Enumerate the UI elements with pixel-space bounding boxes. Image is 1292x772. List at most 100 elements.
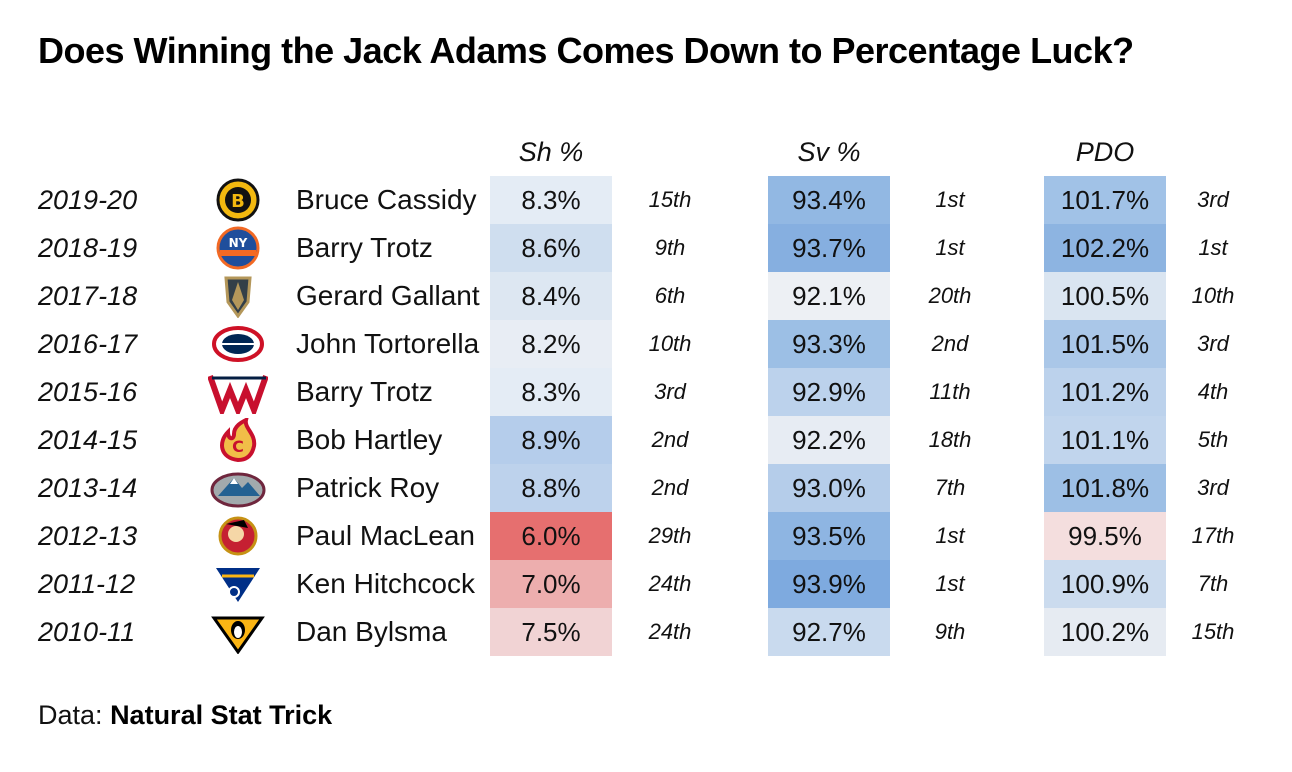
capitals-logo-icon	[208, 375, 268, 414]
sv-pct-cell: 93.9%	[768, 560, 890, 608]
pdo-cell: 100.2%	[1044, 608, 1166, 656]
coach-name: Patrick Roy	[296, 472, 440, 503]
pdo-cell: 101.2%	[1044, 368, 1166, 416]
sh-pct-cell: 8.8%	[490, 464, 612, 512]
season-label: 2014-15	[38, 425, 138, 455]
column-header-sh: Sh %	[518, 137, 584, 167]
source-prefix: Data:	[38, 700, 103, 730]
table-row: 2018-19 NY Barry Trotz 8.6% 9th 93.7% 1st 102.2…	[0, 224, 1292, 272]
coach-name: Gerard Gallant	[296, 280, 480, 311]
table-row: 2015-16 Barry Trotz 8.3% 3rd 92.9% 11th 101.2%…	[0, 368, 1292, 416]
flames-logo-icon: C	[220, 418, 257, 462]
islanders-logo-icon: NY	[216, 226, 260, 270]
sv-rank: 11th	[929, 379, 971, 404]
sh-rank: 3rd	[654, 379, 686, 404]
sv-pct-cell: 93.4%	[768, 176, 890, 224]
svg-text:B: B	[231, 191, 245, 212]
season-label: 2017-18	[38, 281, 138, 311]
season-label: 2011-12	[38, 569, 136, 599]
sh-rank: 6th	[654, 283, 686, 308]
coach-name: Dan Bylsma	[296, 616, 447, 647]
sv-rank: 20th	[928, 283, 972, 308]
data-source: Data: Natural Stat Trick	[38, 700, 332, 731]
sh-pct-cell: 8.9%	[490, 416, 612, 464]
blues-logo-icon	[216, 568, 260, 602]
chart-title: Does Winning the Jack Adams Comes Down t…	[38, 30, 1134, 71]
pdo-rank: 7th	[1197, 571, 1229, 596]
season-label: 2019-20	[38, 185, 138, 215]
table-row: 2010-11 Dan Bylsma 7.5% 24th 92.7% 9th 100.2% 1…	[0, 608, 1292, 656]
season-label: 2013-14	[38, 473, 138, 503]
sv-pct-cell: 92.1%	[768, 272, 890, 320]
sh-pct-cell: 8.4%	[490, 272, 612, 320]
source-name: Natural Stat Trick	[110, 700, 333, 730]
table-row: 2014-15 C Bob Hartley 8.9% 2nd 92.2% 18th 101.1…	[0, 416, 1292, 464]
pdo-rank: 17th	[1191, 523, 1235, 548]
sh-pct-cell: 7.5%	[490, 608, 612, 656]
sv-rank: 1st	[935, 235, 965, 260]
pdo-cell: 99.5%	[1044, 512, 1166, 560]
sv-rank: 9th	[934, 619, 966, 644]
season-label: 2010-11	[38, 617, 136, 647]
table-row: 2016-17 John Tortorella 8.2% 10th 93.3% 2nd 10…	[0, 320, 1292, 368]
table-row: 2019-20 B Bruce Cassidy 8.3% 15th 93.4% 1st 101…	[0, 176, 1292, 224]
pdo-cell: 102.2%	[1044, 224, 1166, 272]
sv-pct-cell: 93.5%	[768, 512, 890, 560]
sv-rank: 18th	[928, 427, 972, 452]
svg-text:C: C	[232, 437, 244, 456]
sh-rank: 9th	[654, 235, 686, 260]
avalanche-logo-icon	[210, 472, 266, 508]
pdo-cell: 101.8%	[1044, 464, 1166, 512]
sh-rank: 24th	[648, 619, 692, 644]
pdo-rank: 3rd	[1197, 475, 1229, 500]
pdo-cell: 100.5%	[1044, 272, 1166, 320]
season-label: 2015-16	[38, 377, 138, 407]
bruins-logo-icon: B	[216, 178, 260, 222]
sh-pct-cell: 7.0%	[490, 560, 612, 608]
season-label: 2016-17	[38, 329, 138, 359]
sh-pct-cell: 6.0%	[490, 512, 612, 560]
coach-name: Barry Trotz	[296, 376, 433, 407]
sh-pct-cell: 8.6%	[490, 224, 612, 272]
sh-pct-cell: 8.3%	[490, 368, 612, 416]
pdo-rank: 1st	[1198, 235, 1228, 260]
pdo-rank: 3rd	[1197, 187, 1229, 212]
sh-rank: 15th	[648, 187, 692, 212]
penguins-logo-icon	[211, 616, 265, 654]
pdo-rank: 5th	[1197, 427, 1229, 452]
table-row: 2012-13 Paul MacLean 6.0% 29th 93.5% 1st 99.5%…	[0, 512, 1292, 560]
coach-name: Bruce Cassidy	[296, 184, 477, 215]
coach-name: Barry Trotz	[296, 232, 433, 263]
sh-pct-cell: 8.2%	[490, 320, 612, 368]
sv-rank: 1st	[935, 571, 965, 596]
senators-logo-icon	[218, 516, 258, 556]
sv-pct-cell: 93.3%	[768, 320, 890, 368]
sv-rank: 7th	[934, 475, 966, 500]
sh-pct-cell: 8.3%	[490, 176, 612, 224]
pdo-cell: 101.7%	[1044, 176, 1166, 224]
coach-name: Paul MacLean	[296, 520, 476, 551]
table-row: 2017-18 Gerard Gallant 8.4% 6th 92.1% 20th 100…	[0, 272, 1292, 320]
table-row: 2013-14 Patrick Roy 8.8% 2nd 93.0% 7th 101.8% 3…	[0, 464, 1292, 512]
pdo-cell: 100.9%	[1044, 560, 1166, 608]
pdo-cell: 101.5%	[1044, 320, 1166, 368]
sh-rank: 29th	[648, 523, 692, 548]
sh-rank: 2nd	[651, 475, 689, 500]
sv-rank: 1st	[935, 523, 965, 548]
blue-jackets-logo-icon	[212, 326, 264, 362]
table-row: 2011-12 Ken Hitchcock 7.0% 24th 93.9% 1st 100.…	[0, 560, 1292, 608]
sh-rank: 2nd	[651, 427, 689, 452]
sv-rank: 2nd	[931, 331, 969, 356]
sh-rank: 24th	[648, 571, 692, 596]
sv-rank: 1st	[935, 187, 965, 212]
pdo-rank: 15th	[1191, 619, 1235, 644]
pdo-rank: 4th	[1197, 379, 1229, 404]
sv-pct-cell: 93.0%	[768, 464, 890, 512]
pdo-rank: 3rd	[1197, 331, 1229, 356]
sv-pct-cell: 93.7%	[768, 224, 890, 272]
season-label: 2018-19	[38, 233, 138, 263]
sv-pct-cell: 92.2%	[768, 416, 890, 464]
pdo-cell: 101.1%	[1044, 416, 1166, 464]
column-header-pdo: PDO	[1075, 137, 1135, 167]
pdo-rank: 10th	[1191, 283, 1235, 308]
